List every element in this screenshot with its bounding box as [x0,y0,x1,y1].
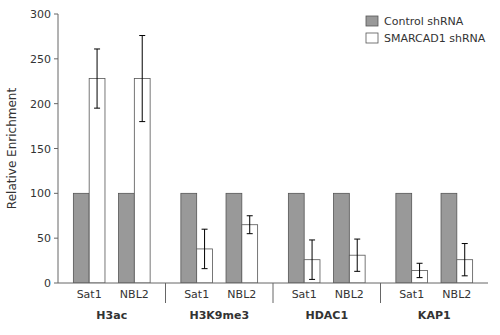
x-tick-label: Sat1 [77,288,102,301]
y-tick-label: 200 [30,98,51,111]
bar [119,193,135,283]
y-tick-label: 0 [44,277,51,290]
group-separator [273,283,274,303]
error-bar [462,244,468,276]
bar [226,193,242,283]
error-bar [417,263,423,277]
error-bar [139,36,145,122]
y-tick-label: 50 [37,232,51,245]
group-label: KAP1 [418,309,451,322]
y-tick [54,103,58,104]
y-tick [54,193,58,194]
y-axis: 0 50 100 150 200 250 300 [30,8,58,290]
legend-swatch [366,33,378,43]
bars [73,36,472,283]
y-axis-label: Relative Enrichment [5,88,19,210]
x-tick-label: Sat1 [399,288,424,301]
legend: Control shRNA SMARCAD1 shRNA [366,15,486,45]
bar [89,79,105,283]
group-label: HDAC1 [305,309,348,322]
bar [334,193,350,283]
y-tick-label: 100 [30,187,51,200]
y-tick-label: 250 [30,53,51,66]
legend-label: SMARCAD1 shRNA [384,32,486,45]
y-tick [54,148,58,149]
x-tick-label: NBL2 [120,288,149,301]
y-tick [54,238,58,239]
chart: 0 50 100 150 200 250 300 Relative Enrichment Sat… [0,0,500,335]
error-bar [354,239,360,271]
group-separator [380,283,381,303]
y-tick-label: 150 [30,143,51,156]
y-tick [54,14,58,15]
bar [288,193,304,283]
y-tick [54,283,58,284]
x-axis: Sat1 NBL2 Sat1 NBL2 Sat1 NBL2 Sat1 NBL2 H3ac H3K9… [58,283,488,322]
y-tick [54,58,58,59]
legend-label: Control shRNA [384,15,464,28]
x-tick-label: Sat1 [292,288,317,301]
x-tick-label: NBL2 [227,288,256,301]
y-tick-label: 300 [30,8,51,21]
error-bar [202,229,208,268]
error-bar [94,49,100,108]
x-tick-label: NBL2 [335,288,364,301]
bar [441,193,457,283]
group-label: H3ac [96,309,127,322]
error-bar [247,216,253,234]
y-axis-line [58,14,59,283]
bar [396,193,412,283]
bar [181,193,197,283]
group-separator [165,283,166,303]
error-bar [309,240,315,279]
x-tick-label: NBL2 [442,288,471,301]
legend-swatch [366,16,378,26]
bar [73,193,89,283]
group-label: H3K9me3 [189,309,249,322]
x-tick-label: Sat1 [184,288,209,301]
